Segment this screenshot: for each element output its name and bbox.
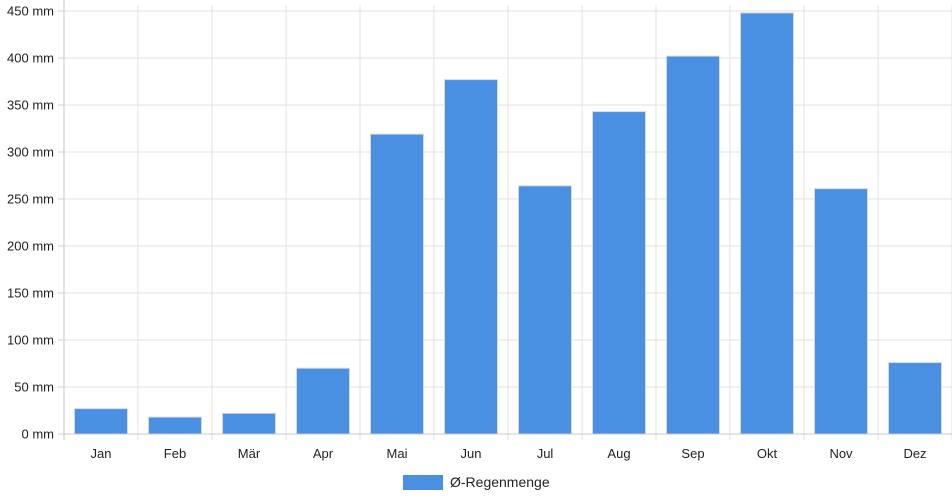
x-tick-label: Jul [537,446,554,461]
bar-Mai[interactable] [370,133,424,435]
bar-Apr[interactable] [296,367,350,435]
bar-Sep[interactable] [666,55,720,435]
y-tick-label: 250 mm [7,192,54,207]
x-tick-label: Jun [461,446,482,461]
x-tick-label: Sep [681,446,704,461]
bar-Mär[interactable] [222,412,276,435]
bar-Jan[interactable] [74,408,128,435]
y-tick-label: 200 mm [7,239,54,254]
bar-Jul[interactable] [518,185,572,435]
x-tick-label: Nov [829,446,853,461]
x-tick-label: Mai [387,446,408,461]
x-tick-label: Apr [313,446,334,461]
x-tick-label: Jan [91,446,112,461]
bar-Dez[interactable] [888,362,942,435]
bar-Feb[interactable] [148,416,202,435]
y-tick-label: 50 mm [14,380,54,395]
legend[interactable]: Ø-Regenmenge [403,473,550,491]
y-tick-label: 0 mm [22,427,55,442]
x-axis-tick-labels: Jan Feb Mär Apr Mai Jun Jul Aug Sep Okt Nov Dez [91,446,927,461]
legend-swatch [403,474,443,490]
y-tick-label: 150 mm [7,286,54,301]
y-tick-label: 450 mm [7,4,54,19]
y-tick-label: 400 mm [7,51,54,66]
x-tick-label: Mär [238,446,261,461]
x-tick-label: Aug [607,446,630,461]
y-tick-label: 350 mm [7,98,54,113]
bar-Aug[interactable] [592,111,646,435]
x-tick-label: Feb [164,446,186,461]
x-tick-label: Dez [903,446,926,461]
bar-Okt[interactable] [740,12,794,435]
y-tick-label: 300 mm [7,145,54,160]
bars [74,12,942,435]
x-tick-label: Okt [757,446,778,461]
bar-Jun[interactable] [444,79,498,435]
legend-label: Ø-Regenmenge [450,474,550,490]
bar-Nov[interactable] [814,188,868,435]
y-axis-tick-labels: 0 mm 50 mm 100 mm 150 mm 200 mm 250 mm 300 mm 3… [7,4,54,442]
axes [58,0,952,440]
y-tick-label: 100 mm [7,333,54,348]
